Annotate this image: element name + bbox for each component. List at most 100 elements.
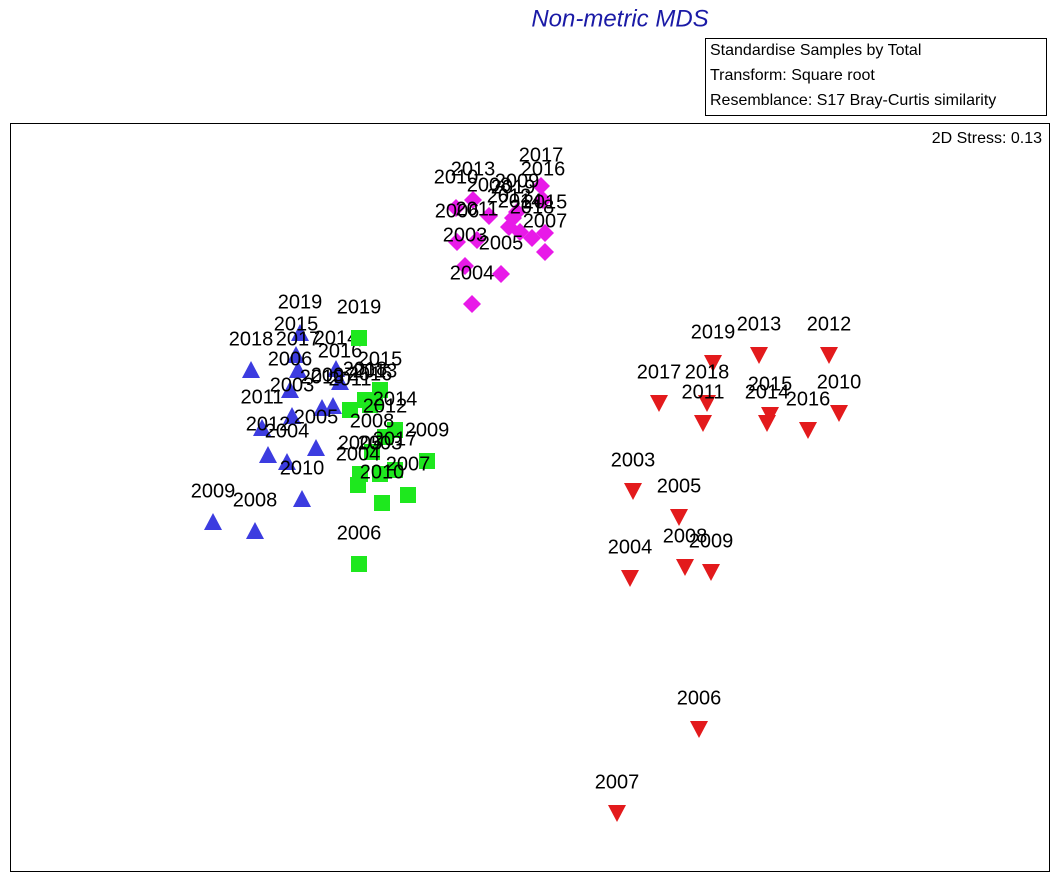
point-label: 2011	[455, 198, 498, 220]
point-label: 2013	[300, 366, 345, 388]
point-label: 2015	[748, 373, 793, 395]
point	[352, 466, 368, 482]
stress-label: 2D Stress: 0.13	[932, 130, 1042, 147]
point-label: 2015	[523, 191, 568, 213]
point-label: 2008	[233, 489, 278, 511]
point-label: 2011	[240, 386, 283, 408]
point-label: 2013	[353, 360, 398, 382]
point	[523, 229, 541, 247]
point	[342, 402, 358, 418]
point	[820, 347, 838, 364]
point	[676, 559, 694, 576]
point-label: 2005	[657, 475, 702, 497]
point-label: 2014	[373, 388, 418, 410]
info-line: Resemblance: S17 Bray-Curtis similarity	[710, 92, 996, 109]
point-label: 2005	[338, 432, 383, 454]
point-label: 2009	[405, 419, 450, 441]
point-label: 2009	[191, 480, 236, 502]
point-label: 2017	[373, 428, 418, 450]
point	[307, 439, 325, 456]
point	[468, 231, 486, 249]
point-label: 2004	[336, 443, 381, 465]
point-label: 2016	[521, 158, 566, 180]
point-label: 2013	[451, 158, 496, 180]
point	[456, 257, 474, 275]
point-label: 2004	[265, 420, 310, 442]
point	[331, 373, 349, 390]
point-label: 2016	[348, 363, 393, 385]
point-label: 2014	[314, 327, 359, 349]
point	[690, 721, 708, 738]
point	[259, 446, 277, 463]
point-label: 2004	[450, 262, 495, 284]
point-label: 2009	[495, 170, 540, 192]
point-label: 2006	[677, 687, 722, 709]
point	[289, 361, 307, 378]
point	[387, 462, 403, 478]
point-label: 2007	[311, 364, 356, 386]
point-label: 2007	[386, 453, 431, 475]
point-label: 2008	[467, 174, 512, 196]
point	[830, 405, 848, 422]
point	[480, 207, 498, 225]
point	[327, 360, 345, 377]
point-label: 2016	[786, 388, 831, 410]
point	[278, 453, 296, 470]
point	[351, 330, 367, 346]
point-label: 2006	[268, 348, 313, 370]
point	[287, 346, 305, 363]
point-label: 2009	[689, 530, 734, 552]
point	[532, 177, 550, 195]
point	[694, 415, 712, 432]
point	[650, 395, 668, 412]
point-label: 2019	[278, 291, 323, 313]
point	[750, 347, 768, 364]
point	[621, 570, 639, 587]
point	[253, 419, 271, 436]
point	[447, 199, 465, 217]
point-label: 2010	[360, 461, 405, 483]
point-label: 2018	[229, 328, 274, 350]
point	[246, 522, 264, 539]
point-label: 2017	[519, 144, 564, 166]
point	[357, 392, 373, 408]
chart-title: Non-metric MDS	[531, 5, 708, 32]
point	[372, 466, 388, 482]
point	[281, 381, 299, 398]
point-label: 2012	[807, 313, 852, 335]
point	[313, 399, 331, 416]
point	[463, 295, 481, 313]
point-label: 2003	[270, 374, 315, 396]
point	[702, 564, 720, 581]
point	[387, 422, 403, 438]
point-label: 2006	[337, 522, 382, 544]
point	[364, 444, 380, 460]
point	[419, 453, 435, 469]
point-label: 2010	[280, 457, 325, 479]
point	[670, 509, 688, 526]
point-label: 2018	[685, 361, 730, 383]
point	[374, 495, 390, 511]
point-label: 2008	[350, 410, 395, 432]
point-label: 2012	[363, 395, 408, 417]
point-label: 2005	[294, 406, 339, 428]
point-label: 2010	[434, 166, 479, 188]
point	[799, 422, 817, 439]
point	[536, 243, 554, 261]
point-label: 2018	[343, 358, 388, 380]
point-label: 2019	[491, 176, 536, 198]
point	[400, 487, 416, 503]
point	[372, 382, 388, 398]
point-label: 2003	[443, 224, 488, 246]
info-line: Standardise Samples by Total	[710, 42, 921, 59]
point-label: 2015	[358, 348, 403, 370]
point-label: 2012	[246, 413, 291, 435]
point	[698, 395, 716, 412]
point-label: 2019	[691, 321, 736, 343]
point	[242, 361, 260, 378]
point	[504, 209, 522, 227]
point	[291, 324, 309, 341]
point	[293, 490, 311, 507]
